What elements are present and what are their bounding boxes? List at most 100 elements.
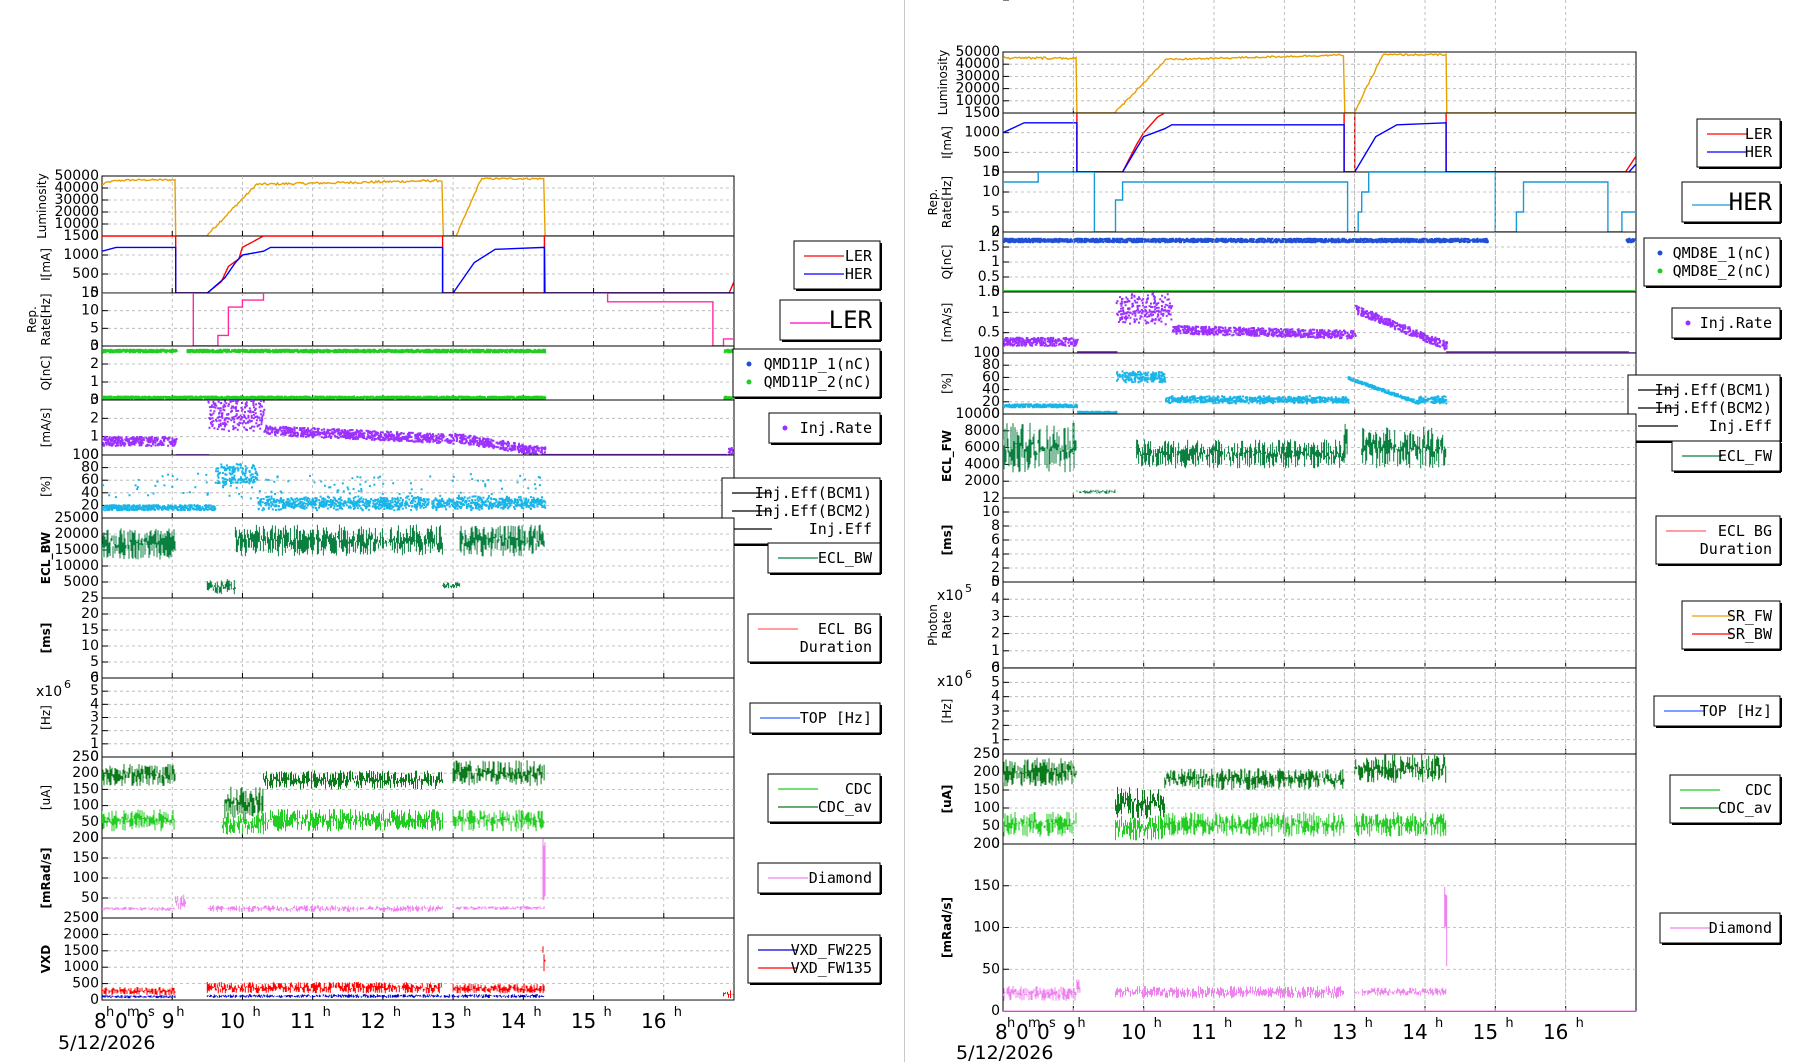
y-tick-label: 0 (90, 447, 99, 463)
y-tick-label: 15 (982, 164, 1000, 180)
y-axis-label: [mRad/s] (39, 848, 53, 909)
legend-label: TOP [Hz] (1700, 702, 1772, 720)
y-tick-label: 0 (991, 406, 1000, 422)
y-tick-label: 20000 (54, 204, 99, 220)
x-tick-part: h (1007, 1016, 1015, 1031)
y-tick-label: 4000 (964, 0, 1000, 4)
panel-series (1003, 237, 1636, 292)
y-tick-label: 15 (81, 622, 99, 638)
y-tick-label: 20 (982, 394, 1000, 410)
x-tick-unit: h (674, 1005, 682, 1020)
y-axis-label: [ms] (940, 525, 954, 556)
y-axis-label: Photon (926, 604, 940, 646)
y-tick-label: 0.5 (978, 269, 1000, 285)
x-tick-number: 12 (360, 1009, 385, 1033)
y-tick-label: 1500 (63, 943, 99, 959)
series-line (102, 293, 734, 346)
panel-4: 3 2 1 0 Q[nC] QMD11P_1(nC)QMD11P_2(nC) (39, 338, 882, 408)
y-tick-label: 200 (72, 830, 99, 846)
panel-series (102, 236, 734, 293)
y-tick-label: 20 (81, 497, 99, 513)
y-axis-label: Q[nC] (39, 356, 53, 391)
y-tick-label: 30000 (955, 68, 1000, 84)
y-tick-label: 3 (991, 703, 1000, 719)
panel-frame (1002, 667, 1637, 755)
panel-series (102, 348, 734, 400)
panel-series (102, 760, 734, 838)
panel-frame (1002, 581, 1637, 669)
y-tick-label: 0 (991, 105, 1000, 121)
panel-frame (1002, 497, 1637, 583)
y-tick-label: 500 (72, 266, 99, 282)
y-axis-label: [ms] (39, 623, 53, 654)
y-tick-label: 2 (991, 626, 1000, 642)
panel-frame (1002, 843, 1637, 1012)
legend-label: SR_BW (1727, 625, 1773, 643)
y-axis-label: Rep. (926, 189, 940, 216)
x-tick-label: 13 h (430, 1005, 471, 1033)
y-tick-label: 0 (90, 338, 99, 354)
x-tick-label: 10 h (220, 1005, 261, 1033)
y-axis-label: [mRad/s] (940, 897, 954, 958)
panel-series (102, 293, 734, 346)
panel-frame (101, 175, 735, 237)
legend-label: HER (845, 265, 873, 283)
panel-series (102, 463, 734, 512)
legend-box: Diamond (757, 862, 882, 895)
x-tick-label: 8 h 0 m0 s (995, 1016, 1056, 1044)
y-tick-label: 1 (991, 732, 1000, 748)
y-tick-label: 0 (90, 992, 99, 1008)
y-exponent-label: x10 (937, 588, 963, 604)
y-tick-label: 6000 (964, 440, 1000, 456)
x-tick-part: h (106, 1005, 114, 1020)
legend-frame (1669, 774, 1781, 824)
x-tick-number: 16 (1543, 1020, 1568, 1044)
y-axis-label: [Hz] (39, 705, 53, 730)
y-tick-label: 1 (90, 736, 99, 752)
y-tick-label: 100 (72, 870, 99, 886)
y-axis-label: Luminosity (936, 50, 950, 115)
panel-frame (1002, 112, 1637, 173)
legend-label: QMD11P_1(nC) (764, 355, 872, 373)
legend-label: HER (1745, 143, 1773, 161)
panel-frame (1002, 51, 1637, 114)
y-tick-label: 150 (72, 781, 99, 797)
legend-marker (1657, 250, 1663, 256)
legend-label: CDC (1745, 781, 1772, 799)
x-tick-number: 10 (220, 1009, 245, 1033)
series-noise (102, 946, 734, 1000)
y-exponent-power: 6 (64, 678, 71, 691)
legend-label: LER (829, 306, 873, 334)
panel-series (102, 946, 734, 1000)
series-dots (102, 463, 734, 512)
legend-marker (1685, 320, 1691, 326)
y-tick-label: 20000 (54, 526, 99, 542)
legend-box: QMD11P_1(nC)QMD11P_2(nC) (732, 348, 882, 399)
x-tick-label: 10 h (1121, 1016, 1162, 1044)
y-tick-label: 1000 (63, 247, 99, 263)
legend-label: HER (1729, 188, 1773, 216)
legend-label: ECL_FW (1718, 447, 1773, 465)
panel-3: 15 105 0 Rep. Rate[Hz] LER (25, 285, 882, 354)
y-tick-label: 1.5 (978, 284, 1000, 300)
series-noise (1003, 754, 1636, 844)
x-tick-number: 9 (1063, 1020, 1076, 1044)
legend-label: Inj.Eff (809, 520, 872, 538)
y-tick-label: 8000 (964, 423, 1000, 439)
y-tick-label: 0 (991, 164, 1000, 180)
legend-label: Inj.Eff(BCM2) (755, 502, 872, 520)
y-tick-label: 0 (90, 228, 99, 244)
legend-label: Diamond (1709, 919, 1772, 937)
y-tick-label: 4 (90, 696, 99, 712)
panel-series (1003, 52, 1636, 113)
y-axis-label: ECL_FW (940, 430, 955, 482)
panel-series (1003, 113, 1636, 172)
legend-box: Inj.Eff(BCM1)Inj.Eff(BCM2)Inj.Eff (721, 477, 882, 546)
x-tick-number: 14 (501, 1009, 526, 1033)
